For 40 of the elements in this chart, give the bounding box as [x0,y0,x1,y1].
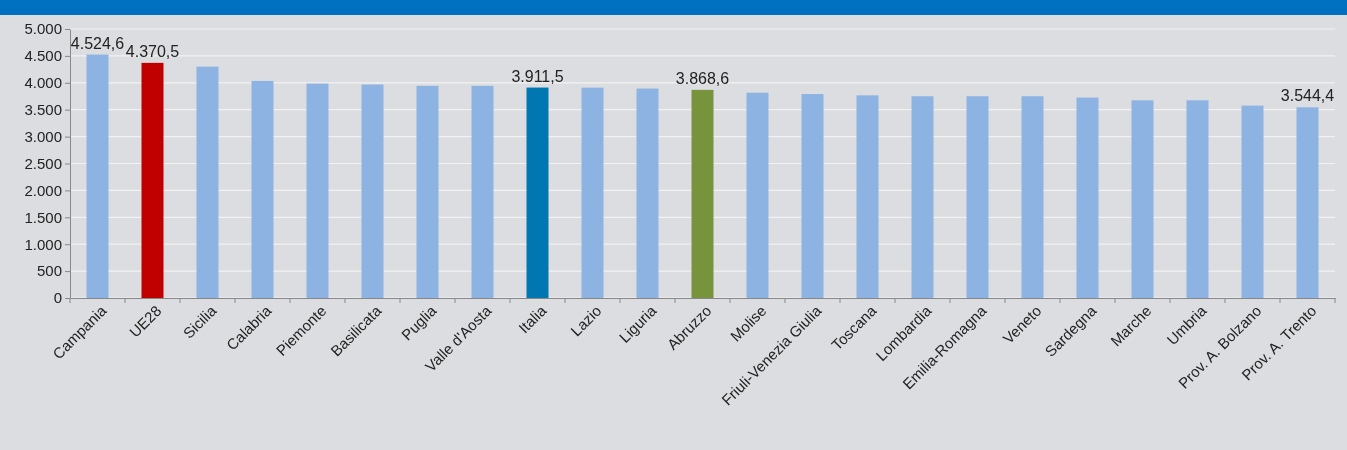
bar [526,87,549,298]
y-tick-label: 1.000 [24,235,62,253]
data-label: 3.868,6 [675,69,730,87]
y-tick-label: 4.500 [24,47,62,65]
bar [361,84,384,298]
bar [746,92,769,298]
bar [1076,97,1099,298]
bar [636,88,659,298]
bar [911,96,934,298]
y-tick-label: 2.000 [24,181,62,199]
bar [416,85,439,298]
bar [306,83,329,298]
bar [691,89,714,298]
bar [1131,100,1154,298]
bar [471,85,494,298]
y-tick-label: 0 [53,289,62,307]
y-tick-label: 3.500 [24,101,62,118]
bar [86,54,109,298]
y-tick-label: 5.000 [24,20,62,38]
bar [1296,107,1319,298]
bar [856,95,879,298]
bar [196,66,219,298]
data-label: 3.911,5 [511,67,564,85]
bar [141,62,164,298]
bar [1186,100,1209,298]
bar [966,96,989,298]
bar [581,87,604,298]
x-tick-label: Italia [515,301,550,337]
y-tick-label: 1.500 [24,208,62,226]
y-tick-label: 500 [36,262,62,280]
y-tick-label: 2.500 [24,154,62,172]
bar [801,94,824,298]
y-tick-label: 4.000 [24,74,62,92]
y-tick-label: 3.000 [24,127,62,145]
data-label: 4.524,6 [70,34,125,52]
bar [1241,105,1264,298]
bar [1021,96,1044,298]
bar [251,80,274,298]
data-label: 3.544,4 [1280,87,1335,105]
data-label: 4.370,5 [125,42,180,60]
